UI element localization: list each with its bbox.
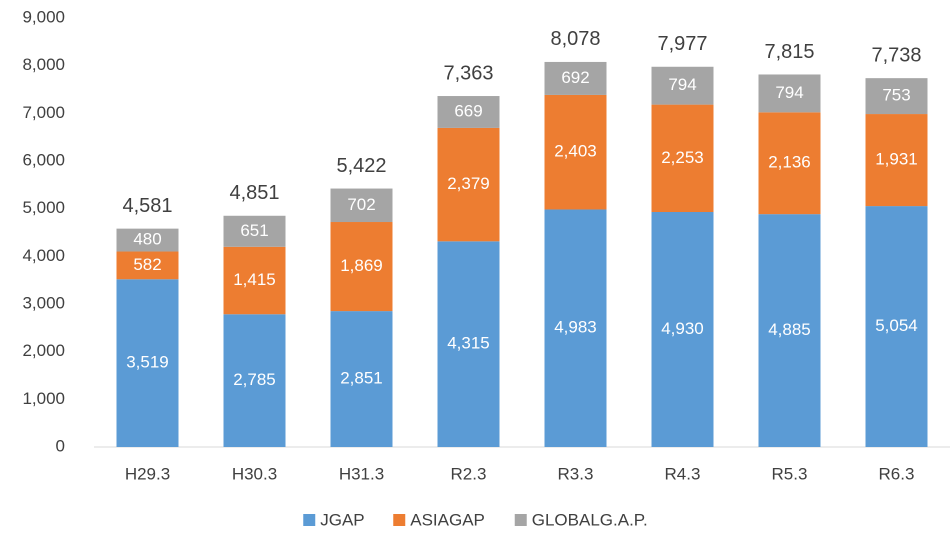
bar-segment (330, 188, 393, 223)
value-label: 669 (454, 101, 482, 120)
legend-swatch (393, 514, 406, 526)
y-tick-label: 5,000 (22, 198, 65, 217)
y-tick-label: 6,000 (22, 150, 65, 169)
total-label: 7,363 (443, 62, 493, 84)
value-label: 5,054 (875, 316, 918, 335)
bar-segment (544, 209, 607, 447)
bar-segment (865, 114, 928, 207)
legend-label: GLOBALG.A.P. (532, 510, 648, 529)
y-tick-label: 7,000 (22, 103, 65, 122)
bar-segment (330, 311, 393, 447)
bar-segment (651, 212, 714, 447)
value-label: 1,931 (875, 150, 918, 169)
value-label: 4,315 (447, 334, 490, 353)
legend-swatch (303, 514, 316, 526)
bar-segment (116, 228, 179, 252)
value-label: 2,379 (447, 174, 490, 193)
legend-swatch (514, 514, 527, 526)
bar-segment (758, 214, 821, 447)
value-label: 1,415 (233, 270, 276, 289)
value-label: 2,136 (768, 153, 811, 172)
x-tick-label: H30.3 (232, 464, 277, 483)
bar-segment (116, 279, 179, 447)
value-label: 4,930 (661, 319, 704, 338)
bar-segment (330, 222, 393, 312)
value-label: 753 (882, 86, 910, 105)
bar-segment (223, 246, 286, 315)
value-label: 2,851 (340, 369, 383, 388)
x-tick-label: R4.3 (665, 464, 701, 483)
bar-segment (544, 94, 607, 210)
y-tick-label: 8,000 (22, 55, 65, 74)
bar-segment (544, 61, 607, 95)
value-label: 4,885 (768, 320, 811, 339)
bar-segment (116, 251, 179, 280)
value-label: 2,403 (554, 142, 597, 161)
x-tick-label: R5.3 (772, 464, 808, 483)
legend-label: JGAP (320, 510, 364, 529)
total-label: 5,422 (336, 155, 386, 177)
bar-segment (758, 112, 821, 215)
value-label: 1,869 (340, 256, 383, 275)
total-label: 7,738 (871, 44, 921, 66)
bar-segment (651, 66, 714, 105)
x-tick-label: H31.3 (339, 464, 384, 483)
value-label: 651 (240, 221, 268, 240)
legend-label: ASIAGAP (410, 510, 485, 529)
value-label: 794 (668, 75, 696, 94)
y-tick-label: 0 (56, 436, 65, 455)
value-label: 480 (133, 230, 161, 249)
value-label: 582 (133, 255, 161, 274)
bar-segment (437, 241, 500, 447)
value-label: 4,983 (554, 318, 597, 337)
value-label: 794 (775, 83, 803, 102)
x-tick-label: R3.3 (558, 464, 594, 483)
total-label: 4,851 (229, 182, 279, 204)
total-label: 8,078 (550, 28, 600, 50)
value-label: 2,785 (233, 370, 276, 389)
y-tick-label: 2,000 (22, 341, 65, 360)
total-label: 7,815 (764, 41, 814, 63)
bar-segment (758, 74, 821, 113)
y-tick-label: 1,000 (22, 389, 65, 408)
x-tick-label: R6.3 (879, 464, 915, 483)
value-label: 692 (561, 68, 589, 87)
total-label: 7,977 (657, 33, 707, 55)
value-label: 2,253 (661, 148, 704, 167)
y-tick-label: 3,000 (22, 293, 65, 312)
y-tick-label: 4,000 (22, 246, 65, 265)
bar-segment (437, 127, 500, 242)
bar-segment (437, 96, 500, 128)
bar-segment (223, 215, 286, 247)
bar-segment (865, 78, 928, 115)
bar-segment (223, 314, 286, 447)
bar-segment (865, 206, 928, 447)
x-tick-label: H29.3 (125, 464, 170, 483)
value-label: 702 (347, 195, 375, 214)
value-label: 3,519 (126, 353, 169, 372)
x-tick-label: R2.3 (451, 464, 487, 483)
y-tick-label: 9,000 (22, 7, 65, 26)
bar-segment (651, 104, 714, 213)
total-label: 4,581 (122, 195, 172, 217)
